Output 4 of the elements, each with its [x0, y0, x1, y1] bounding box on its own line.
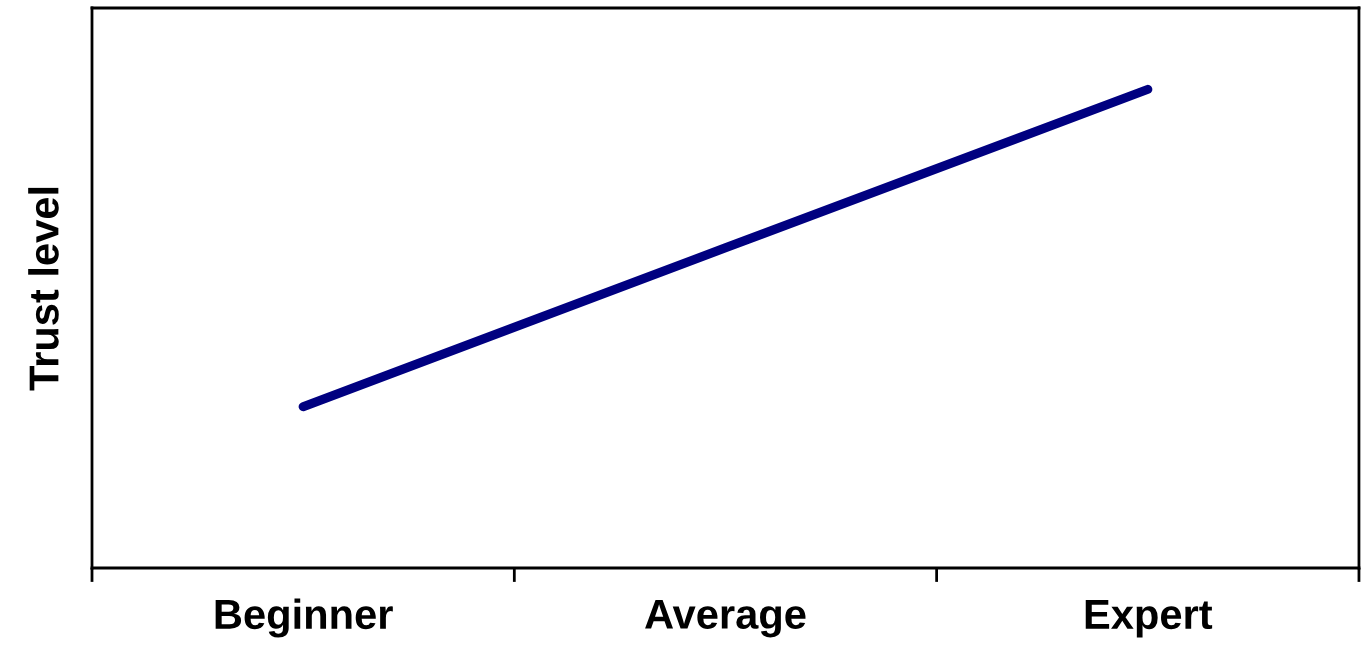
x-tick-label: Expert	[1085, 600, 1213, 638]
x-tick-label: Beginner	[215, 598, 393, 638]
y-axis-title: Trust level	[28, 187, 59, 391]
x-tick-label: Average	[645, 599, 806, 638]
